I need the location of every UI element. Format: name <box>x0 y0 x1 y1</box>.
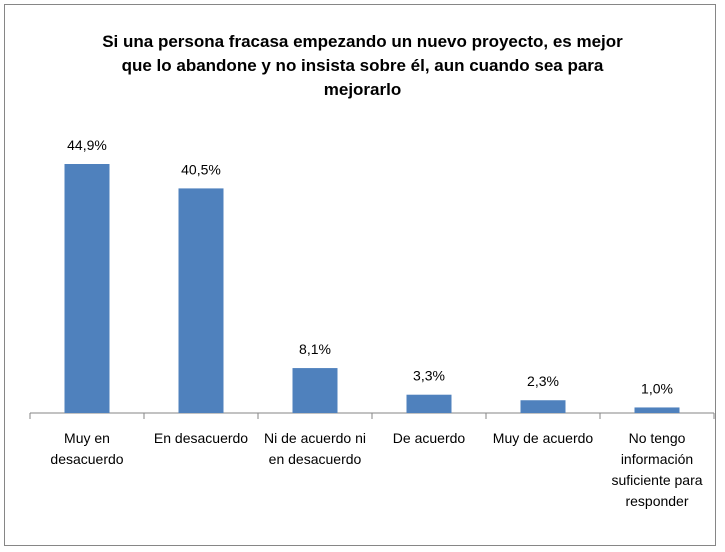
chart-title: Si una persona fracasa empezando un nuev… <box>102 32 623 99</box>
bar <box>64 164 110 413</box>
data-label: 3,3% <box>413 368 445 384</box>
chart-frame <box>4 4 716 546</box>
data-label: 8,1% <box>299 341 331 357</box>
x-tick-label: Muy en desacuerdo <box>50 430 124 467</box>
x-tick-label: Ni de acuerdo ni en desacuerdo <box>264 430 366 467</box>
data-label: 2,3% <box>527 373 559 389</box>
data-label: 44,9% <box>67 137 107 153</box>
data-label: 1,0% <box>641 380 673 396</box>
x-tick-label: No tengo información suficiente para res… <box>611 430 703 509</box>
x-tick-label: De acuerdo <box>392 430 466 446</box>
bar <box>406 394 452 413</box>
bar <box>178 188 224 413</box>
bar <box>634 407 680 413</box>
bar <box>520 400 566 413</box>
x-tick-label: En desacuerdo <box>153 430 249 446</box>
x-tick-label: Muy de acuerdo <box>492 430 594 446</box>
bar <box>292 368 338 413</box>
data-label: 40,5% <box>181 161 221 177</box>
